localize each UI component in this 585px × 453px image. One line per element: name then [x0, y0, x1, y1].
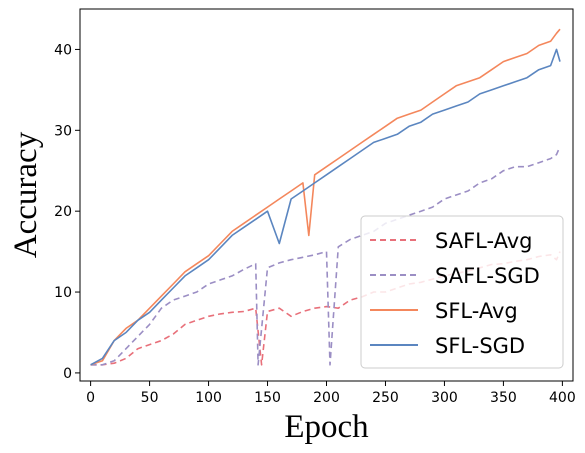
y-tick-label: 20 [54, 204, 72, 220]
legend-label: SAFL-SGD [435, 264, 540, 288]
series-line-safl-sgd [90, 146, 561, 366]
legend-label: SFL-SGD [435, 334, 525, 358]
series-line-sfl-avg [90, 28, 561, 366]
y-tick-label: 30 [54, 123, 72, 139]
legend-label: SFL-Avg [435, 299, 518, 323]
series-line-sfl-sgd [90, 48, 561, 366]
y-tick-label: 10 [54, 285, 72, 301]
x-tick-label: 200 [313, 390, 340, 406]
x-tick-label: 350 [490, 390, 517, 406]
x-tick-label: 150 [254, 390, 281, 406]
legend-label: SAFL-Avg [435, 229, 533, 253]
y-tick-label: 40 [54, 42, 72, 58]
x-tick-label: 50 [141, 390, 159, 406]
x-tick-label: 250 [372, 390, 399, 406]
x-tick-label: 100 [195, 390, 222, 406]
y-axis: 0 10 20 30 40 [54, 42, 80, 382]
y-tick-label: 0 [63, 366, 72, 382]
legend: SAFL-Avg SAFL-SGD SFL-Avg SFL-SGD [360, 215, 564, 369]
x-tick-label: 400 [549, 390, 576, 406]
x-tick-label: 0 [86, 390, 95, 406]
x-tick-label: 300 [431, 390, 458, 406]
legend-box [360, 215, 564, 369]
x-axis: 0 50 100 150 200 250 300 350 400 [86, 381, 576, 406]
y-axis-title: Accuracy [8, 131, 44, 258]
x-axis-title: Epoch [284, 409, 369, 445]
